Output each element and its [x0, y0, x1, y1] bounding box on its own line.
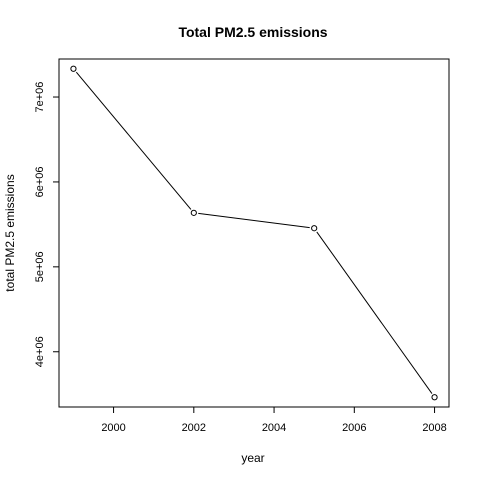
- chart-title: Total PM2.5 emissions: [178, 24, 327, 40]
- x-tick-label: 2006: [342, 422, 366, 434]
- series-line-segment: [75, 71, 192, 210]
- data-point: [190, 209, 197, 216]
- y-axis-label: total PM2.5 emissions: [3, 174, 17, 291]
- series-line-segment: [316, 231, 433, 394]
- x-axis-label: year: [241, 451, 264, 465]
- y-tick-label: 4e+06: [34, 336, 46, 367]
- plot-frame: [58, 58, 450, 408]
- y-tick-label: 5e+06: [34, 251, 46, 282]
- x-tick-label: 2008: [422, 422, 446, 434]
- y-axis: 4e+06 5e+06 6e+06 7e+06: [34, 82, 60, 367]
- data-point: [70, 65, 77, 72]
- x-tick-label: 2002: [182, 422, 206, 434]
- x-tick-label: 2004: [262, 422, 286, 434]
- y-tick-label: 7e+06: [34, 82, 46, 113]
- data-point: [311, 225, 318, 232]
- y-tick-label: 6e+06: [34, 166, 46, 197]
- x-tick-label: 2000: [101, 422, 125, 434]
- x-axis: 2000 2002 2004 2006 2008: [101, 406, 447, 434]
- series-line-segment: [198, 212, 310, 229]
- data-point: [431, 394, 438, 401]
- series-emissions: [70, 65, 438, 401]
